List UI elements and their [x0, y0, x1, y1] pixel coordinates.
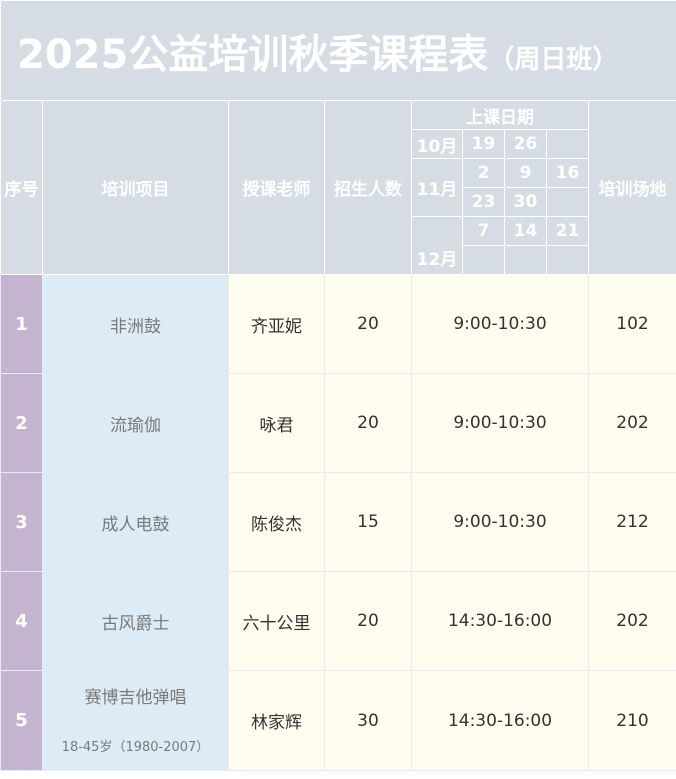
row-index: 2 [0, 373, 43, 473]
day: 23 [462, 187, 505, 217]
row-time: 9:00-10:30 [411, 373, 589, 473]
day: 7 [462, 216, 505, 246]
day: 26 [504, 129, 547, 159]
title-sub: （周日班） [488, 44, 619, 75]
table-row: 5 赛博吉他弹唱 林家辉 30 14:30-16:00 210 [0, 670, 676, 771]
row-teacher: 齐亚妮 [228, 274, 325, 374]
row-project: 赛博吉他弹唱 [42, 670, 229, 721]
header-index: 序号 [0, 100, 43, 275]
row-project: 成人电鼓 [42, 472, 229, 572]
row-time: 9:00-10:30 [411, 472, 589, 572]
title-main: 2025公益培训秋季课程表 [17, 31, 489, 78]
row-index: 3 [0, 472, 43, 572]
header-venue: 培训场地 [587, 100, 676, 275]
day: 9 [504, 158, 547, 188]
row-index: 4 [0, 571, 43, 671]
day [546, 187, 589, 217]
row-venue: 210 [587, 670, 676, 771]
row-count: 20 [324, 373, 412, 473]
row-index: 5 [0, 670, 43, 771]
day [462, 245, 505, 275]
row-project: 流瑜伽 [42, 373, 229, 473]
month-dec: 12月 [411, 216, 463, 275]
table-row: 2 流瑜伽 咏君 20 9:00-10:30 202 [0, 373, 676, 473]
row-teacher: 林家辉 [228, 670, 325, 771]
row-venue: 202 [587, 373, 676, 473]
day: 30 [504, 187, 547, 217]
header-teacher: 授课老师 [228, 100, 325, 275]
row-teacher: 咏君 [228, 373, 325, 473]
day [546, 245, 589, 275]
row-count: 20 [324, 274, 412, 374]
month-nov: 11月 [411, 158, 463, 217]
row-time: 14:30-16:00 [411, 670, 589, 771]
page-title: 2025公益培训秋季课程表（周日班） [0, 0, 676, 101]
table-row: 1 非洲鼓 齐亚妮 20 9:00-10:30 102 [0, 274, 676, 374]
row-time: 9:00-10:30 [411, 274, 589, 374]
table-row: 3 成人电鼓 陈俊杰 15 9:00-10:30 212 [0, 472, 676, 572]
row-count: 20 [324, 571, 412, 671]
day: 19 [462, 129, 505, 159]
day [504, 245, 547, 275]
day [546, 129, 589, 159]
header-project: 培训项目 [42, 100, 229, 275]
day: 14 [504, 216, 547, 246]
row-venue: 212 [587, 472, 676, 572]
row-project-note: 18-45岁（1980-2007） [42, 720, 229, 771]
table-row: 4 古风爵士 六十公里 20 14:30-16:00 202 [0, 571, 676, 671]
month-oct: 10月 [411, 129, 463, 159]
header-enrollment: 招生人数 [324, 100, 412, 275]
row-project: 非洲鼓 [42, 274, 229, 374]
row-count: 30 [324, 670, 412, 771]
header-dates: 上课日期 [411, 100, 589, 130]
row-venue: 102 [587, 274, 676, 374]
row-project: 古风爵士 [42, 571, 229, 671]
day: 16 [546, 158, 589, 188]
row-count: 15 [324, 472, 412, 572]
row-time: 14:30-16:00 [411, 571, 589, 671]
day: 21 [546, 216, 589, 246]
row-venue: 202 [587, 571, 676, 671]
row-teacher: 陈俊杰 [228, 472, 325, 572]
day: 2 [462, 158, 505, 188]
row-index: 1 [0, 274, 43, 374]
row-teacher: 六十公里 [228, 571, 325, 671]
